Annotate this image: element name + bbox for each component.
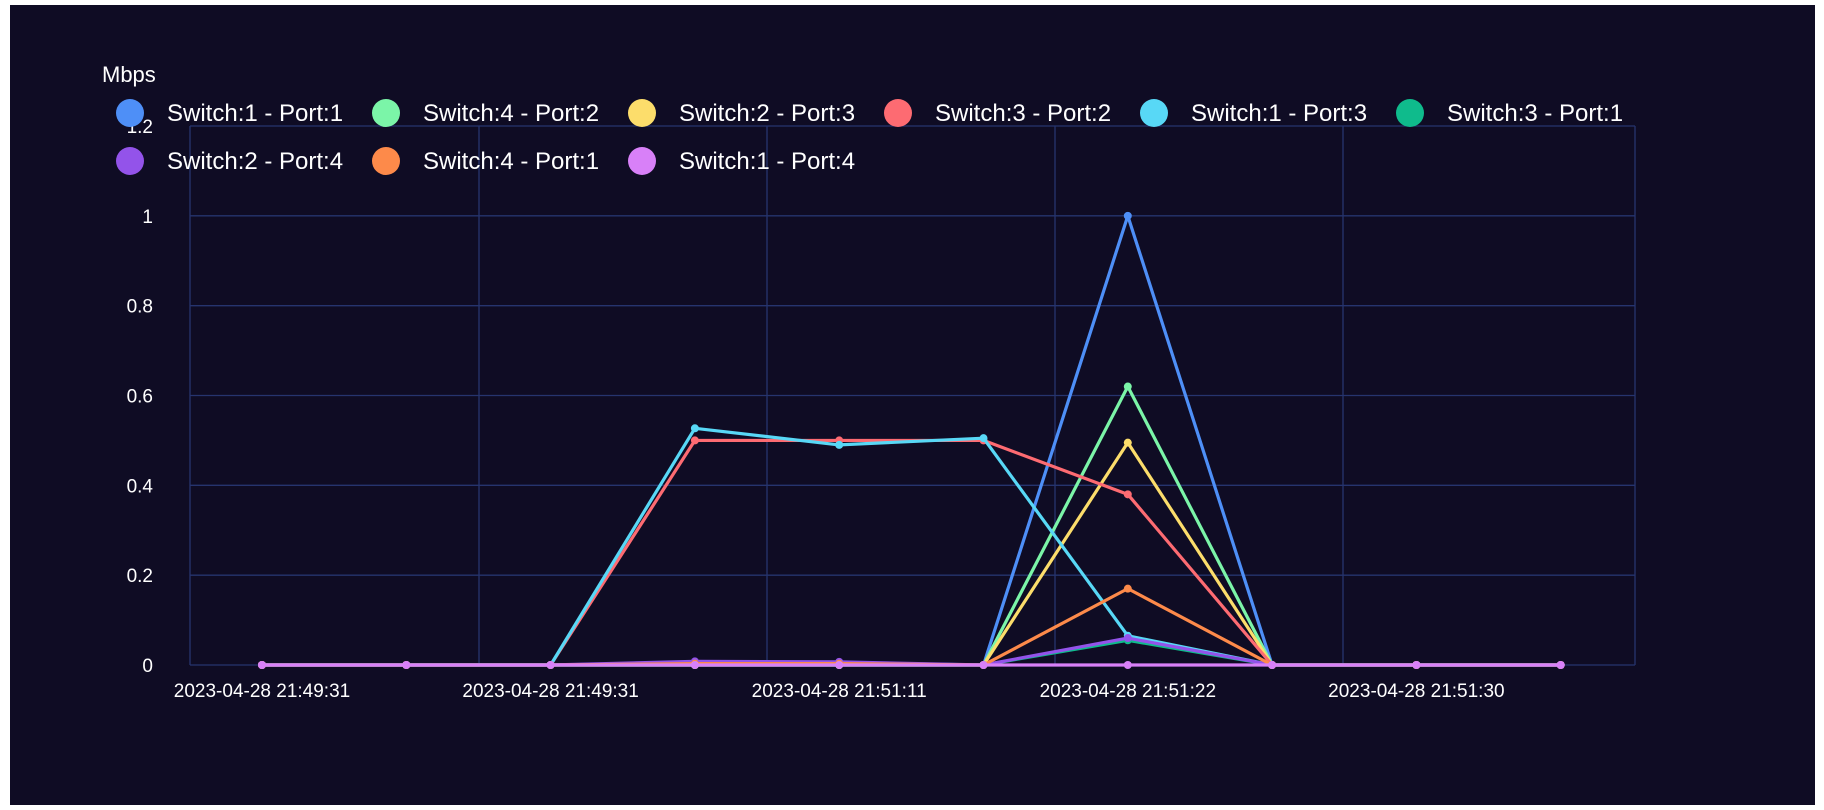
legend-marker [372, 147, 400, 175]
legend-marker [372, 99, 400, 127]
series-line [262, 638, 1561, 667]
legend-marker [628, 99, 656, 127]
legend-item[interactable]: Switch:1 - Port:4 [628, 147, 855, 175]
series-5 [258, 424, 1565, 669]
legend[interactable]: Switch:1 - Port:1 Switch:4 - Port:2 Switch… [116, 99, 1623, 175]
series-line [262, 441, 1561, 667]
series-lines [258, 211, 1565, 669]
legend-label: Switch:1 - Port:4 [679, 148, 855, 175]
x-tick-label: 2023-04-28 21:51:30 [1328, 681, 1504, 702]
data-point [1123, 211, 1132, 220]
x-tick-label: 2023-04-28 21:51:22 [1040, 681, 1216, 702]
y-tick-label: 0.4 [127, 476, 154, 497]
data-point [258, 661, 266, 669]
legend-item[interactable]: Switch:1 - Port:3 [1140, 99, 1367, 127]
series-8 [258, 584, 1565, 669]
series-line [262, 384, 1561, 667]
data-point [546, 661, 555, 669]
series-9 [258, 661, 1565, 669]
legend-label: Switch:2 - Port:4 [167, 148, 343, 175]
legend-item[interactable]: Switch:3 - Port:1 [1396, 99, 1623, 127]
data-point [690, 661, 699, 669]
data-point [1123, 634, 1132, 643]
data-point [402, 661, 411, 669]
y-tick-label: 0.8 [127, 297, 153, 318]
legend-label: Switch:3 - Port:2 [935, 100, 1111, 127]
data-point [1412, 661, 1421, 669]
x-tick-label: 2023-04-28 21:49:31 [462, 681, 638, 702]
legend-marker [1396, 99, 1424, 127]
y-tick-label: 0.6 [127, 387, 153, 408]
data-point [835, 661, 844, 669]
series-line [262, 426, 1561, 667]
line-chart: Mbps 00.20.40.60.811.2 2023-04-28 21:49:… [102, 62, 1636, 702]
y-tick-label: 1 [142, 207, 153, 228]
x-axis-ticks: 2023-04-28 21:49:31 2023-04-28 21:49:31 20… [174, 681, 1505, 702]
data-point [1123, 438, 1132, 447]
legend-marker [1140, 99, 1168, 127]
data-point [690, 424, 699, 433]
legend-item[interactable]: Switch:3 - Port:2 [884, 99, 1111, 127]
data-point [1123, 584, 1132, 593]
series-2 [258, 382, 1565, 669]
data-point [1123, 661, 1132, 669]
legend-item[interactable]: Switch:4 - Port:1 [372, 147, 599, 175]
series-line [262, 587, 1561, 667]
y-tick-label: 0 [142, 656, 153, 677]
series-line [262, 636, 1561, 667]
x-tick-label: 2023-04-28 21:49:31 [174, 681, 350, 702]
grid [189, 125, 1636, 666]
legend-item[interactable]: Switch:2 - Port:3 [628, 99, 855, 127]
legend-marker [628, 147, 656, 175]
legend-label: Switch:3 - Port:1 [1447, 100, 1623, 127]
data-point [835, 440, 844, 449]
legend-label: Switch:2 - Port:3 [679, 100, 855, 127]
legend-item[interactable]: Switch:2 - Port:4 [116, 147, 343, 175]
data-point [979, 661, 988, 669]
legend-marker [884, 99, 912, 127]
legend-marker [116, 147, 144, 175]
legend-marker [116, 99, 144, 127]
chart-panel: Mbps 0 0.2 0.4 0.6 0.8 1 1.2 2023-04-28 21:49:… [10, 5, 1815, 805]
series-line [262, 438, 1561, 667]
legend-item[interactable]: Switch:4 - Port:2 [372, 99, 599, 127]
legend-label: Switch:1 - Port:3 [1191, 100, 1367, 127]
legend-label: Switch:1 - Port:1 [167, 100, 343, 127]
data-point [1556, 661, 1565, 669]
data-point [1123, 490, 1132, 499]
legend-label: Switch:4 - Port:2 [423, 100, 599, 127]
x-tick-label: 2023-04-28 21:51:11 [752, 681, 927, 702]
series-3 [258, 438, 1565, 669]
data-point [979, 434, 988, 443]
data-point [1123, 382, 1132, 391]
series-4 [258, 436, 1565, 669]
y-axis-ticks: 00.20.40.60.811.2 [127, 117, 154, 677]
data-point [1268, 661, 1277, 669]
legend-item[interactable]: Switch:1 - Port:1 [116, 99, 343, 127]
y-tick-label: 0.2 [127, 566, 153, 587]
data-point [690, 436, 699, 445]
legend-label: Switch:4 - Port:1 [423, 148, 599, 175]
y-axis-label: Mbps [102, 62, 156, 87]
